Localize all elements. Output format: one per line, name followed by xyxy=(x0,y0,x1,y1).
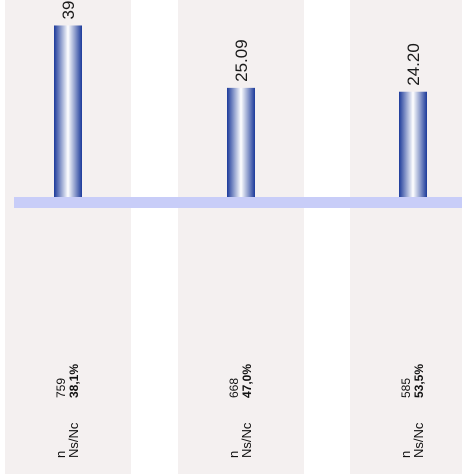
stat-n-label-1: n xyxy=(53,451,68,458)
stat-ratio-value-2: 47,0% xyxy=(240,364,254,398)
value-label-3: 24.20 xyxy=(404,43,423,86)
value-label-2: 25.09 xyxy=(232,39,251,82)
stat-ratio-value-3: 53,5% xyxy=(412,364,426,398)
stat-n-label-3: n xyxy=(398,451,413,458)
baseline-axis xyxy=(14,197,462,208)
stat-ratio-label-3: Ns/Nc xyxy=(411,422,426,458)
bar-1 xyxy=(54,25,82,198)
bar-3 xyxy=(399,91,427,197)
column-band-3 xyxy=(350,0,462,474)
bar-2 xyxy=(227,87,255,197)
value-label-1: 39.43 xyxy=(59,0,78,19)
stat-n-value-1: 759 xyxy=(54,378,68,398)
stat-ratio-label-2: Ns/Nc xyxy=(239,422,254,458)
stat-n-value-3: 585 xyxy=(399,378,413,398)
stat-n-value-2: 668 xyxy=(227,378,241,398)
stat-ratio-value-1: 38,1% xyxy=(67,364,81,398)
stat-ratio-label-1: Ns/Nc xyxy=(66,422,81,458)
column-band-2 xyxy=(178,0,304,474)
stat-n-label-2: n xyxy=(226,451,241,458)
